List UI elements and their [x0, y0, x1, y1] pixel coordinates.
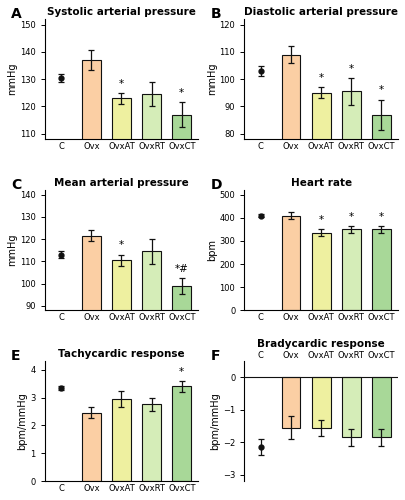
Bar — [342, 92, 361, 352]
Text: A: A — [11, 7, 21, 21]
Title: Systolic arterial pressure: Systolic arterial pressure — [47, 7, 196, 17]
Bar — [282, 216, 301, 310]
Bar — [312, 93, 330, 352]
Text: *: * — [379, 212, 384, 222]
Title: Mean arterial pressure: Mean arterial pressure — [54, 178, 189, 188]
Y-axis label: bpm/mmHg: bpm/mmHg — [17, 392, 28, 450]
Title: Heart rate: Heart rate — [291, 178, 352, 188]
Text: *: * — [119, 78, 124, 88]
Text: D: D — [211, 178, 222, 192]
Y-axis label: bpm: bpm — [207, 239, 217, 261]
Y-axis label: mmHg: mmHg — [207, 63, 217, 96]
Bar — [142, 252, 161, 500]
Bar — [112, 399, 131, 481]
Title: Tachycardic response: Tachycardic response — [58, 349, 185, 359]
Bar — [173, 114, 191, 434]
Bar — [112, 260, 131, 500]
Y-axis label: mmHg: mmHg — [7, 234, 17, 266]
Text: E: E — [11, 349, 20, 363]
Text: C: C — [11, 178, 21, 192]
Bar — [282, 54, 301, 352]
Y-axis label: bpm/mmHg: bpm/mmHg — [210, 392, 220, 450]
Text: *: * — [319, 73, 324, 83]
Bar — [173, 286, 191, 500]
Bar — [82, 413, 101, 482]
Bar — [342, 230, 361, 310]
Text: *: * — [379, 86, 384, 96]
Y-axis label: mmHg: mmHg — [7, 63, 17, 96]
Text: *: * — [349, 64, 354, 74]
Text: *#: *# — [175, 264, 189, 274]
Text: *: * — [119, 240, 124, 250]
Text: *: * — [179, 366, 184, 376]
Text: F: F — [211, 349, 220, 363]
Bar — [372, 230, 391, 310]
Bar — [112, 98, 131, 434]
Bar — [342, 378, 361, 438]
Bar — [142, 404, 161, 481]
Bar — [82, 60, 101, 434]
Bar — [142, 94, 161, 434]
Bar — [82, 236, 101, 500]
Bar — [173, 386, 191, 482]
Text: *: * — [349, 212, 354, 222]
Text: B: B — [211, 7, 221, 21]
Bar — [312, 233, 330, 310]
Title: Diastolic arterial pressure: Diastolic arterial pressure — [244, 7, 398, 17]
Bar — [372, 378, 391, 438]
Bar — [282, 378, 301, 428]
Bar — [372, 114, 391, 352]
Bar — [312, 378, 330, 428]
Text: *: * — [319, 215, 324, 225]
Title: Bradycardic response: Bradycardic response — [257, 338, 385, 348]
Text: *: * — [179, 88, 184, 98]
